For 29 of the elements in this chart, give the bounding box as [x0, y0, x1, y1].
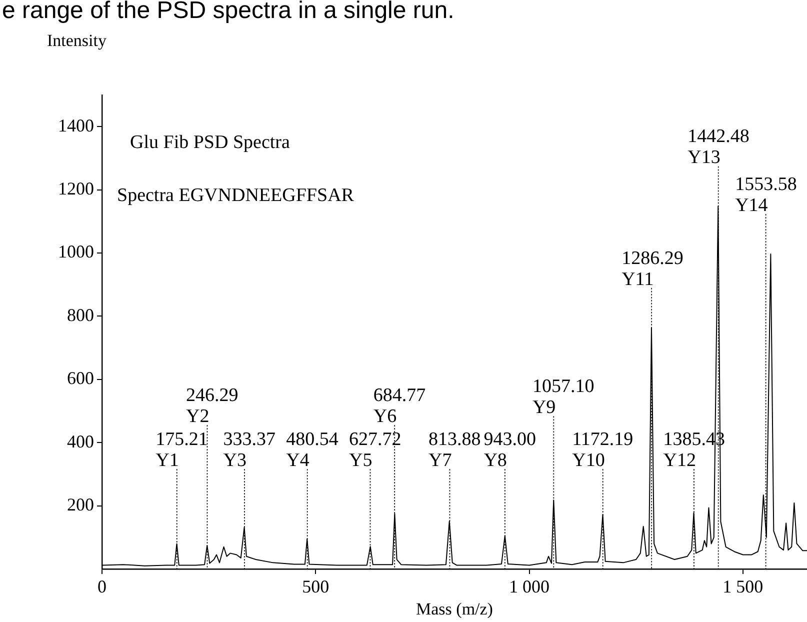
ref-line-label: 246.29 Y2 — [186, 385, 238, 427]
ref-line-label: 175.21 Y1 — [156, 429, 208, 471]
ref-line-label: 627.72 Y5 — [348, 429, 402, 471]
ref-line-label: 480.54 Y4 — [286, 429, 339, 471]
ref-line-label: 1286.29 Y11 — [622, 248, 684, 290]
y-tick-label: 1400 — [58, 115, 94, 136]
ref-line-label: 943.00 Y8 — [484, 429, 536, 471]
text: Spectra EGVNDNEEGFFSAR — [117, 185, 354, 206]
ref-line-label: 684.77 Y6 — [373, 385, 426, 427]
x-tick-label: 1 500 — [722, 576, 764, 597]
y-tick-label: 600 — [67, 368, 94, 388]
ref-line-label: 1442.48 Y13 — [688, 126, 750, 168]
y-tick-label: 1200 — [58, 178, 94, 199]
x-tick-label: 1 000 — [509, 576, 550, 597]
x-tick-label: 500 — [302, 576, 330, 597]
text: e range of the PSD spectra in a single run. — [2, 0, 454, 24]
ref-line-label: 1057.10 Y9 — [532, 376, 594, 418]
x-axis-title: Mass (m/z) — [416, 599, 493, 618]
ref-line-label: 1553.58 Y14 — [735, 174, 797, 216]
text: Glu Fib PSD Spectra — [130, 132, 290, 153]
y-tick-label: 200 — [67, 494, 94, 515]
y-tick-label: 800 — [67, 304, 94, 325]
y-tick-label: 1000 — [58, 242, 94, 262]
y-axis-title: Intensity — [47, 31, 107, 50]
ref-line-label: 333.37 Y3 — [223, 429, 276, 471]
ref-line-label: 813.88 Y7 — [428, 429, 481, 471]
x-tick-label: 0 — [98, 576, 106, 597]
y-tick-label: 400 — [67, 431, 94, 452]
ref-line-label: 1172.19 Y10 — [572, 429, 634, 471]
